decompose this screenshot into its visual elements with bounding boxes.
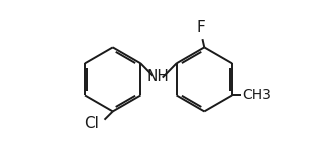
Text: Cl: Cl [84, 116, 99, 131]
Text: NH: NH [146, 69, 169, 84]
Text: F: F [196, 20, 205, 35]
Text: CH3: CH3 [242, 88, 271, 102]
